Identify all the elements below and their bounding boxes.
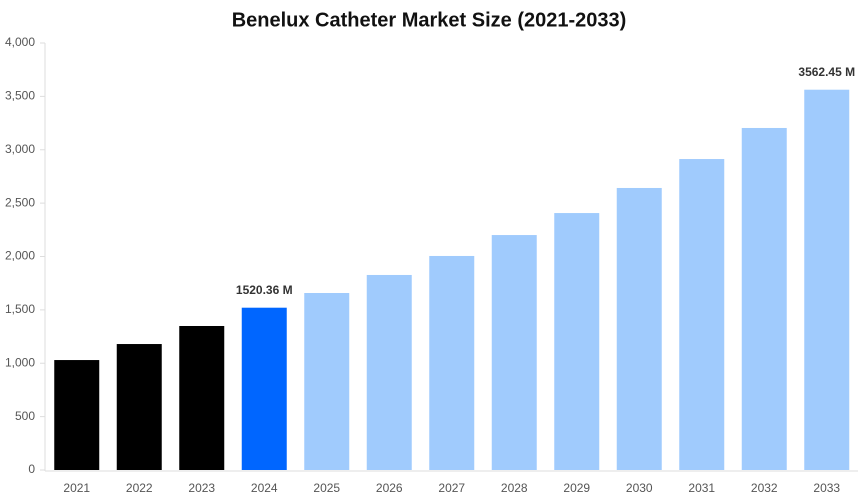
- x-tick-label: 2033: [813, 481, 840, 495]
- y-tick-label: 4,000: [5, 35, 35, 49]
- y-tick-label: 500: [15, 409, 35, 423]
- x-tick-label: 2029: [563, 481, 590, 495]
- x-tick-label: 2023: [188, 481, 215, 495]
- x-tick-label: 2024: [251, 481, 278, 495]
- bar: [679, 159, 725, 471]
- x-tick-label: 2027: [438, 481, 465, 495]
- y-tick-label: 2,500: [5, 195, 35, 209]
- x-tick-label: 2031: [688, 481, 715, 495]
- x-tick-label: 2022: [126, 481, 153, 495]
- y-tick-label: 1,000: [5, 355, 35, 369]
- bar: [116, 344, 162, 470]
- bar: [554, 213, 600, 471]
- y-tick-label: 0: [28, 462, 35, 476]
- bar: [491, 235, 537, 470]
- y-tick-label: 1,500: [5, 302, 35, 316]
- bar: [179, 325, 225, 470]
- x-tick-label: 2025: [313, 481, 340, 495]
- x-tick-label: 2026: [376, 481, 403, 495]
- bar: [241, 307, 287, 470]
- bar: [54, 360, 100, 470]
- x-tick-label: 2021: [63, 481, 90, 495]
- value-label: 1520.36 M: [236, 283, 293, 297]
- y-tick-label: 3,500: [5, 89, 35, 103]
- value-label: 3562.45 M: [798, 65, 855, 79]
- x-tick-label: 2030: [626, 481, 653, 495]
- y-tick-label: 2,000: [5, 249, 35, 263]
- bar: [366, 274, 412, 470]
- x-tick-label: 2028: [501, 481, 528, 495]
- bar: [616, 187, 662, 471]
- bar: [741, 127, 787, 471]
- bar: [429, 255, 475, 470]
- x-tick-label: 2032: [751, 481, 778, 495]
- y-tick-label: 3,000: [5, 142, 35, 156]
- bar: [304, 293, 350, 470]
- chart-title: Benelux Catheter Market Size (2021-2033): [232, 9, 627, 31]
- bar: [804, 89, 850, 470]
